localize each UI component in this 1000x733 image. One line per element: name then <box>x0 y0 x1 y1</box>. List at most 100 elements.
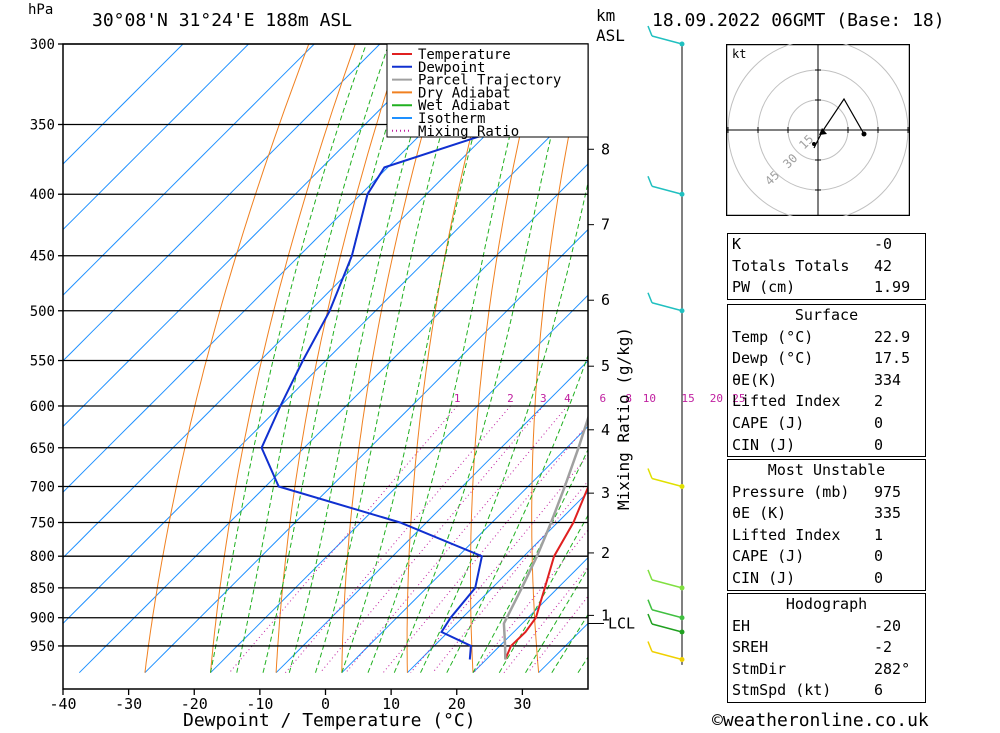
mixing-ratio-line <box>382 423 588 674</box>
row-value: 0 <box>874 547 884 566</box>
row-value: 282° <box>874 659 911 678</box>
mixing-ratio-label: 10 <box>643 392 656 405</box>
wet-adiabat-line <box>525 567 588 673</box>
hodograph-table: Hodograph EH -20 SREH -2 StmDir 282° StmSpd (kt… <box>727 593 926 703</box>
row-value: 6 <box>874 681 884 700</box>
legend-entry: Dewpoint <box>418 60 485 76</box>
table-row: Temp (°C) 22.9 <box>728 327 925 349</box>
mixing-ratio-line <box>473 529 588 674</box>
wind-barb <box>651 650 683 661</box>
legend-entry: Parcel Trajectory <box>418 73 561 89</box>
table-row: StmDir 282° <box>728 659 925 681</box>
wind-level-marker <box>679 585 685 591</box>
asl-label: ASL <box>596 26 625 45</box>
table-row: CAPE (J) 0 <box>728 546 925 568</box>
row-value: 22.9 <box>874 327 911 346</box>
pressure-tick-label: 800 <box>30 549 55 565</box>
wind-barb <box>651 185 683 195</box>
pressure-tick-label: 700 <box>30 479 55 495</box>
row-value: 334 <box>874 370 902 389</box>
dry-adiabat-line <box>648 44 681 673</box>
wind-barb <box>651 302 683 312</box>
km-unit-label: km <box>596 6 616 25</box>
pressure-tick-label: 350 <box>30 118 55 134</box>
isotherm-line <box>63 44 446 428</box>
pressure-tick-label: 450 <box>30 249 55 265</box>
location-title: 30°08'N 31°24'E 188m ASL <box>92 10 353 31</box>
row-label: CAPE (J) <box>732 413 805 432</box>
storm-motion-marker <box>819 128 827 135</box>
table-row: Totals Totals 42 <box>728 256 925 278</box>
row-value: 0 <box>874 568 884 587</box>
x-axis-label: Dewpoint / Temperature (°C) <box>183 710 476 731</box>
indices-table: K -0 Totals Totals 42 PW (cm) 1.99 <box>727 233 926 300</box>
row-label: StmSpd (kt) <box>732 681 832 700</box>
wind-barb-flag <box>647 641 653 652</box>
mixing-ratio-label: 2 <box>507 392 514 405</box>
mixing-ratio-axis-label: Mixing Ratio (g/kg) <box>614 326 633 510</box>
row-value: -20 <box>874 616 902 635</box>
mixing-ratio-label: 15 <box>681 392 694 405</box>
wet-adiabat-line <box>498 514 588 673</box>
mixing-ratio-line <box>527 595 588 674</box>
most-unstable-title: Most Unstable <box>767 461 886 479</box>
hpa-unit-label: hPa <box>28 2 54 18</box>
pressure-tick-label: 900 <box>30 611 55 627</box>
row-value: -2 <box>874 638 893 657</box>
legend-entry: Isotherm <box>418 111 485 127</box>
dry-adiabat-line <box>531 44 588 673</box>
datetime-title: 18.09.2022 06GMT (Base: 18) <box>652 10 945 31</box>
table-row: CIN (J) 0 <box>728 435 925 457</box>
hodograph-point <box>861 131 867 137</box>
row-label: SREH <box>732 638 769 657</box>
temperature-tick-label: 20 <box>448 695 466 713</box>
row-label: Temp (°C) <box>732 327 814 346</box>
row-label: EH <box>732 616 751 635</box>
wind-barb-flag <box>647 25 653 37</box>
row-value: 1.99 <box>874 278 911 297</box>
wind-barb-flag <box>647 613 653 625</box>
mixing-ratio-label: 20 <box>710 392 723 405</box>
pressure-tick-label: 600 <box>30 399 55 415</box>
legend-box <box>386 43 589 138</box>
row-label: K <box>732 235 742 253</box>
table-row: SREH -2 <box>728 637 925 659</box>
row-value: 1 <box>874 525 884 544</box>
table-row: θE (K) 335 <box>728 503 925 525</box>
row-value: 17.5 <box>874 349 911 368</box>
km-tick-label: 6 <box>601 291 610 309</box>
temperature-tick-label: -10 <box>246 695 273 713</box>
row-label: Pressure (mb) <box>732 482 850 501</box>
row-value: 0 <box>874 413 884 432</box>
hodograph-unit: kt <box>732 47 746 61</box>
dry-adiabat-line <box>210 44 356 673</box>
isotherm-line <box>63 44 249 231</box>
mixing-ratio-label: 6 <box>599 392 606 405</box>
pressure-tick-label: 500 <box>30 304 55 320</box>
km-tick-label: 4 <box>601 421 610 439</box>
pressure-tick-label: 400 <box>30 187 55 203</box>
hodograph-table-title: Hodograph <box>785 595 868 613</box>
temperature-tick-label: 0 <box>321 695 330 713</box>
table-row: Dewp (°C) 17.5 <box>728 348 925 370</box>
wind-level-marker <box>679 657 685 663</box>
wind-barb-flag <box>647 175 653 187</box>
row-label: CAPE (J) <box>732 547 805 566</box>
table-row: K -0 <box>728 234 925 256</box>
isotherm-line <box>63 44 315 296</box>
wind-barb-flag <box>647 292 653 304</box>
temperature-tick-label: 30 <box>513 695 531 713</box>
table-row: PW (cm) 1.99 <box>728 277 925 299</box>
table-row: EH -20 <box>728 616 925 638</box>
km-tick-label: 3 <box>601 484 610 502</box>
legend-entry: Wet Adiabat <box>418 98 511 114</box>
pressure-tick-label: 850 <box>30 581 55 597</box>
row-label: CIN (J) <box>732 435 796 454</box>
row-label: PW (cm) <box>732 278 796 297</box>
mixing-ratio-label: 25 <box>732 392 745 405</box>
isotherm-line <box>63 44 381 362</box>
temperature-series <box>504 484 588 660</box>
row-value: 42 <box>874 256 893 275</box>
